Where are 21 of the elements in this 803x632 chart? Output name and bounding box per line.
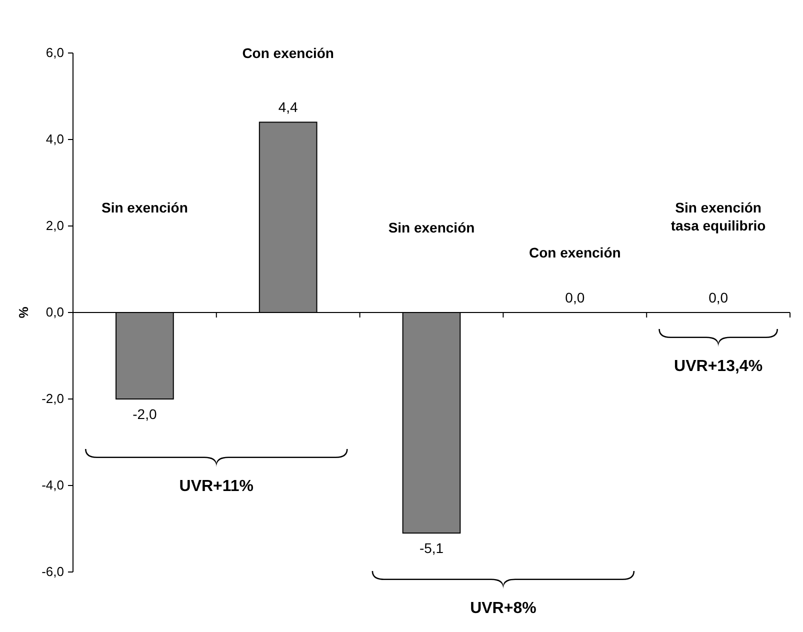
y-tick-label: -6,0	[42, 564, 64, 579]
data-label: -2,0	[132, 406, 157, 422]
y-tick-label: 2,0	[46, 218, 64, 233]
data-label: 0,0	[708, 290, 728, 306]
y-tick-label: -2,0	[42, 391, 64, 406]
text: UVR+8%	[470, 600, 536, 617]
y-tick-label: 6,0	[46, 45, 64, 60]
y-axis-title: %	[16, 306, 31, 318]
annotation: Con exención	[529, 244, 621, 260]
annotation: Sin exención	[388, 220, 475, 236]
annotation: UVR+13,4%	[674, 358, 763, 375]
data-label: 4,4	[278, 99, 298, 116]
annotation: UVR+11%	[179, 478, 254, 495]
data-label: -5,1	[419, 540, 444, 556]
data-label: 0,0	[565, 290, 585, 306]
annotation: Sin exención tasa equilibrio	[670, 200, 766, 234]
y-tick-label: -4,0	[42, 478, 64, 492]
annotation: Sin exención	[102, 200, 188, 216]
annotation: Con exención	[242, 45, 334, 62]
y-tick-label: 4,0	[46, 132, 64, 146]
y-tick-label: 0,0	[46, 304, 64, 320]
